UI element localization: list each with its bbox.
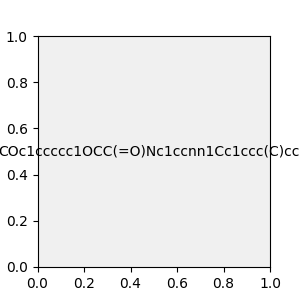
Text: COc1ccccc1OCC(=O)Nc1ccnn1Cc1ccc(C)cc1: COc1ccccc1OCC(=O)Nc1ccnn1Cc1ccc(C)cc1 xyxy=(0,145,300,158)
